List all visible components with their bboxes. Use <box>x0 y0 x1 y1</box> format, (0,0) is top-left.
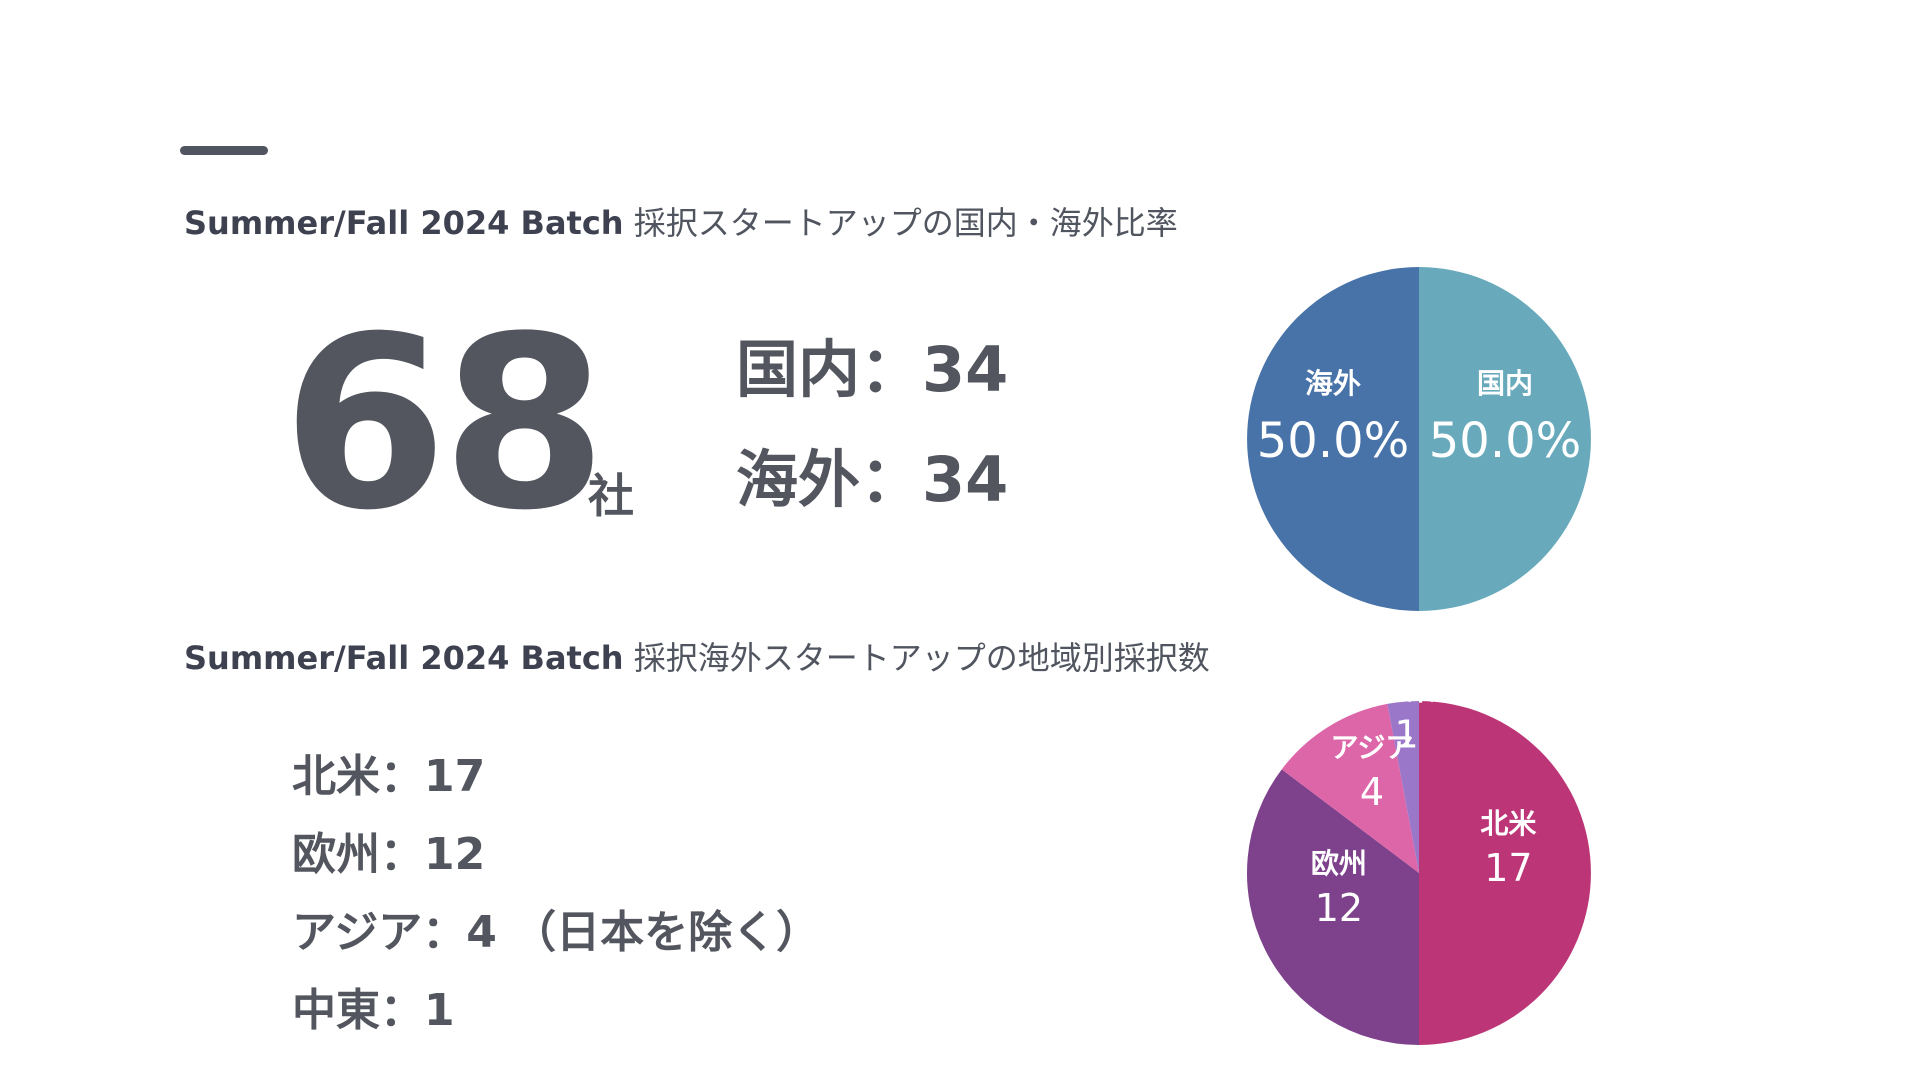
section-title-regions: Summer/Fall 2024 Batch 採択海外スタートアップの地域別採択… <box>184 638 1210 678</box>
pie-slice <box>1281 703 1419 873</box>
pie-slice-value-label: 50.0% <box>1257 413 1409 469</box>
pie-slice-category-label: 北米 <box>1480 807 1536 840</box>
pie-slice <box>1419 701 1591 1045</box>
pie-slice-value-label: 12 <box>1315 886 1363 930</box>
pie-slice <box>1247 769 1419 1045</box>
pie-slice-category-label: 中東 <box>1379 673 1435 706</box>
region-item-middle-east: 中東：1 <box>292 985 455 1036</box>
region-list: 北米：17 欧州：12 アジア：4 （日本を除く） 中東：1 <box>292 738 820 1050</box>
domestic-overseas-pie-chart: 国内 50.0% 海外 50.0% <box>1247 267 1591 611</box>
total-count: 68 <box>282 286 607 563</box>
pie-slice-value-label: 1 <box>1395 712 1419 756</box>
region-item-asia: アジア：4 （日本を除く） <box>292 907 821 958</box>
pie-slice-category-label: 海外 <box>1305 367 1361 400</box>
region-item-europe: 欧州：12 <box>292 829 486 880</box>
pie-slice-category-label: 国内 <box>1477 367 1533 400</box>
pie-slice <box>1419 267 1591 611</box>
pie-slice <box>1387 701 1419 873</box>
region-item-north-america: 北米：17 <box>292 751 486 802</box>
domestic-count: 国内：34 <box>736 333 1009 406</box>
pie-slice-value-label: 17 <box>1484 846 1532 890</box>
pie-slice-value-label: 4 <box>1360 770 1384 814</box>
title-description: 採択スタートアップの国内・海外比率 <box>623 204 1178 242</box>
total-unit: 社 <box>588 469 634 523</box>
section-title-ratio: Summer/Fall 2024 Batch 採択スタートアップの国内・海外比率 <box>184 203 1178 243</box>
pie-slice-category-label: アジア <box>1330 731 1413 764</box>
title-batch-name: Summer/Fall 2024 Batch <box>184 639 624 677</box>
pie-slice <box>1247 267 1419 611</box>
overseas-count: 海外：34 <box>736 443 1009 516</box>
title-batch-name: Summer/Fall 2024 Batch <box>184 204 624 242</box>
pie-slice-value-label: 50.0% <box>1429 413 1581 469</box>
title-description: 採択海外スタートアップの地域別採択数 <box>623 639 1210 677</box>
accent-bar <box>180 146 268 155</box>
pie-slice-category-label: 欧州 <box>1311 847 1367 880</box>
region-pie-chart: 北米 17 欧州 12 アジア 4 中東 1 <box>1247 673 1591 1045</box>
